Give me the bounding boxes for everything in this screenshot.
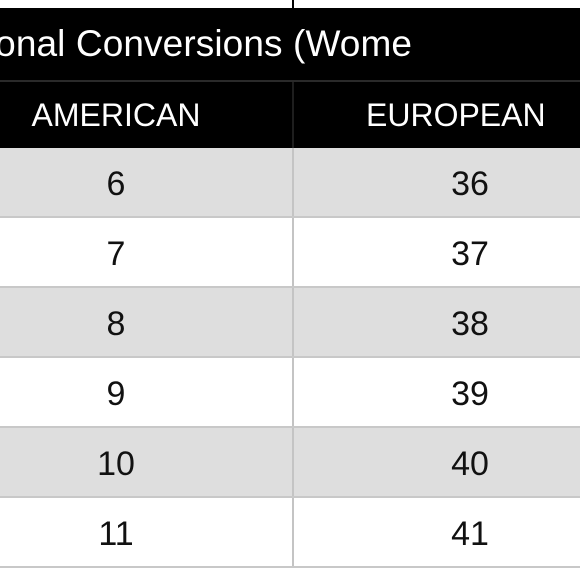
header-american: AMERICAN — [31, 97, 201, 133]
table-row: 8 38 — [0, 288, 580, 358]
table-title: ernational Conversions (Wome — [0, 23, 413, 64]
top-margin — [0, 0, 580, 8]
cell-european: 40 — [451, 445, 489, 483]
column-divider — [292, 358, 294, 426]
table-title-band: ernational Conversions (Wome — [0, 8, 580, 80]
table-header-row: AMERICAN EUROPEAN — [0, 80, 580, 148]
cell-european: 41 — [451, 515, 489, 553]
cell-european: 37 — [451, 235, 489, 273]
header-european: EUROPEAN — [366, 97, 546, 133]
cell-european: 38 — [451, 305, 489, 343]
column-divider — [292, 148, 294, 216]
cell-european: 39 — [451, 375, 489, 413]
cell-american: 7 — [106, 235, 126, 273]
cell-american: 8 — [106, 305, 126, 343]
cell-american: 11 — [98, 515, 134, 553]
column-divider — [292, 288, 294, 356]
table-body: 6 36 7 37 8 38 9 39 10 40 11 41 — [0, 148, 580, 568]
column-divider — [292, 498, 294, 566]
table-row: 10 40 — [0, 428, 580, 498]
column-divider-tick — [292, 0, 294, 8]
table-row: 9 39 — [0, 358, 580, 428]
column-divider — [292, 218, 294, 286]
column-divider — [292, 428, 294, 496]
header-column-divider — [292, 82, 294, 148]
cell-american: 9 — [106, 375, 126, 413]
table-row: 7 37 — [0, 218, 580, 288]
cell-american: 10 — [97, 445, 135, 483]
cell-european: 36 — [451, 165, 489, 203]
cell-american: 6 — [106, 165, 126, 203]
table-row: 11 41 — [0, 498, 580, 568]
table-row: 6 36 — [0, 148, 580, 218]
